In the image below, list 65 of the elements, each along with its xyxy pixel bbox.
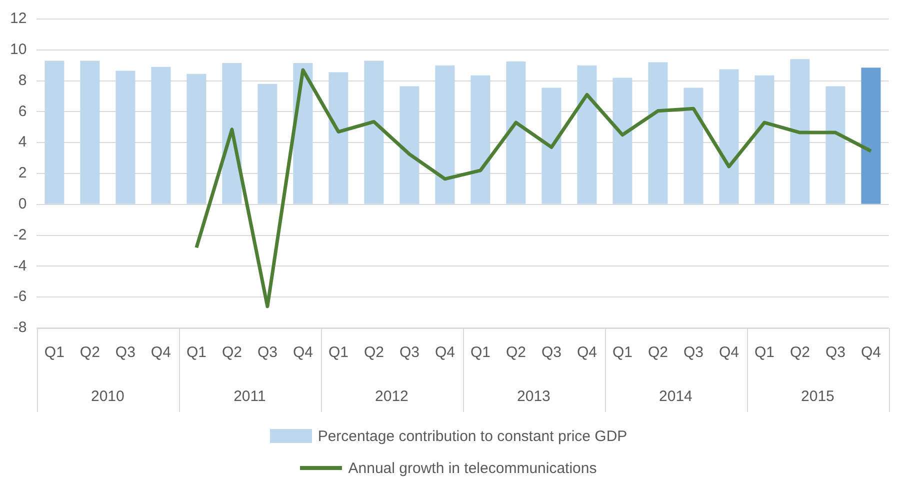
text: 2010 bbox=[91, 388, 124, 406]
bar bbox=[364, 60, 384, 204]
bar bbox=[684, 88, 704, 204]
text: 2015 bbox=[801, 388, 834, 406]
text: 2011 bbox=[234, 388, 266, 406]
text: 2014 bbox=[659, 388, 692, 406]
bar bbox=[719, 69, 739, 204]
bar bbox=[258, 84, 278, 204]
y-tick-label: -6 bbox=[13, 288, 27, 306]
bar bbox=[826, 86, 846, 204]
x-tick-label: Q3 bbox=[683, 344, 704, 362]
x-tick-label: Q2 bbox=[506, 344, 526, 362]
x-tick-label: Q1 bbox=[612, 344, 632, 362]
bar bbox=[328, 72, 348, 204]
bar bbox=[151, 66, 171, 204]
bar bbox=[861, 68, 881, 204]
legend-label: Annual growth in telecommunications bbox=[348, 460, 597, 476]
y-tick-label: 4 bbox=[18, 134, 27, 151]
y-tick-label: 8 bbox=[18, 72, 27, 89]
y-tick-label: 2 bbox=[18, 164, 27, 182]
x-tick-label: Q1 bbox=[470, 344, 490, 362]
y-tick-label: -2 bbox=[13, 226, 27, 244]
y-tick-label: 12 bbox=[10, 10, 27, 28]
y-tick-label: 0 bbox=[18, 196, 27, 213]
x-tick-label: Q4 bbox=[860, 344, 881, 362]
y-tick-label: -4 bbox=[13, 257, 27, 274]
bar bbox=[400, 86, 420, 204]
x-tick-label: Q1 bbox=[186, 344, 206, 362]
bar bbox=[612, 78, 632, 204]
x-tick-label: Q3 bbox=[399, 344, 420, 362]
x-tick-label: Q2 bbox=[364, 344, 384, 362]
x-tick-label: Q1 bbox=[754, 344, 774, 362]
x-tick-label: Q4 bbox=[150, 344, 171, 362]
bar bbox=[116, 70, 136, 204]
x-tick-label: Q4 bbox=[434, 344, 455, 362]
x-tick-label: Q2 bbox=[648, 344, 668, 362]
bar bbox=[44, 60, 64, 204]
bar bbox=[80, 60, 100, 204]
text: 2012 bbox=[375, 388, 408, 406]
x-tick-label: Q3 bbox=[257, 344, 278, 362]
x-tick-label: Q4 bbox=[718, 344, 739, 362]
bar bbox=[506, 61, 526, 204]
bar bbox=[435, 65, 455, 204]
x-tick-label: Q2 bbox=[790, 344, 810, 362]
bar bbox=[790, 59, 810, 204]
x-tick-label: Q1 bbox=[44, 344, 64, 362]
y-tick-label: -8 bbox=[13, 319, 27, 336]
x-tick-label: Q4 bbox=[576, 344, 597, 362]
text: 2013 bbox=[517, 388, 550, 406]
x-tick-label: Q3 bbox=[825, 344, 846, 362]
x-tick-label: Q1 bbox=[328, 344, 348, 362]
bar bbox=[648, 62, 668, 204]
bar bbox=[186, 74, 206, 204]
bar bbox=[470, 75, 490, 204]
bar bbox=[577, 65, 597, 204]
bar bbox=[542, 88, 562, 204]
legend-label: Percentage contribution to constant price GDP bbox=[318, 428, 628, 444]
bar bbox=[754, 75, 774, 204]
x-tick-label: Q2 bbox=[80, 344, 100, 362]
x-tick-label: Q2 bbox=[222, 344, 242, 362]
y-tick-label: 6 bbox=[18, 102, 27, 120]
y-tick-label: 10 bbox=[10, 41, 27, 58]
x-tick-label: Q4 bbox=[292, 344, 313, 362]
x-tick-label: Q3 bbox=[115, 344, 136, 362]
x-tick-label: Q3 bbox=[541, 344, 562, 362]
